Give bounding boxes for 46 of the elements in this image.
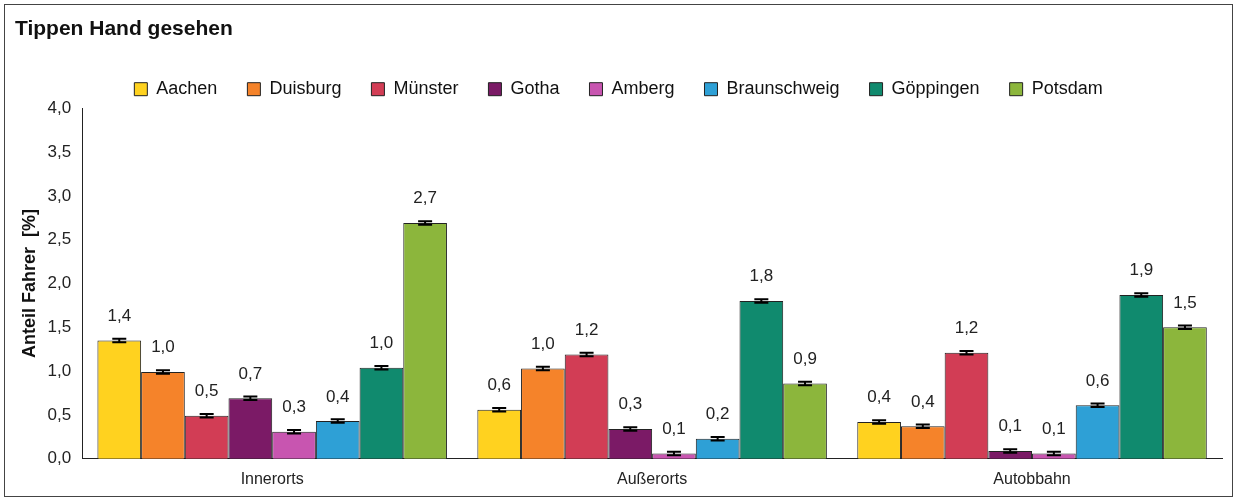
legend-label: Münster [393,78,459,99]
data-label: 0,7 [238,363,263,383]
y-tick-label: 1,5 [47,317,72,337]
x-tick-label: Innerorts [240,469,304,487]
data-label: 0,1 [998,416,1023,436]
legend-label: Gotha [510,78,561,99]
y-tick-label: 3,5 [47,141,72,161]
data-label: 0,6 [487,375,512,395]
data-label: 0,4 [325,386,350,406]
y-tick-label: 0,5 [47,404,72,424]
data-label: 0,3 [618,394,643,414]
data-label: 1,9 [1129,260,1154,280]
data-label: 0,9 [793,348,817,368]
data-label: 1,4 [107,305,132,325]
data-label: 2,7 [413,188,437,208]
y-tick-label: 2,0 [47,273,72,293]
legend-label: Potsdam [1031,78,1103,99]
data-label: 0,2 [705,404,730,424]
y-tick-label: 2,5 [47,229,72,249]
legend-label: Amberg [611,78,675,99]
data-label: 1,8 [749,266,774,286]
data-label: 0,1 [1042,418,1066,438]
data-label: 1,2 [574,319,599,339]
legend-label: Göppingen [891,78,980,99]
x-tick-label: Autobbahn [993,469,1071,487]
x-tick-label: Außerorts [616,469,688,487]
y-tick-label: 4,0 [47,97,72,117]
data-label: 0,4 [867,387,891,407]
data-label: 1,0 [151,337,175,357]
data-label: 1,0 [531,333,555,353]
chart-title: Tippen Hand gesehen [15,16,233,40]
data-label: 1,2 [954,318,979,338]
y-tick-label: 1,0 [47,360,72,380]
data-label: 0,5 [194,381,219,401]
data-label: 0,1 [662,418,686,438]
data-label: 0,6 [1085,370,1110,390]
data-label: 1,0 [369,333,394,353]
y-axis-title: Anteil Fahrer [%] [18,208,39,359]
y-tick-label: 0,0 [47,448,72,468]
data-label: 0,3 [282,397,306,417]
data-label: 1,5 [1173,292,1197,312]
legend-label: Duisburg [269,78,342,99]
legend-label: Aachen [156,78,218,99]
legend-label: Braunschweig [726,78,840,99]
data-label: 0,4 [910,391,935,411]
y-tick-label: 3,0 [47,185,72,205]
